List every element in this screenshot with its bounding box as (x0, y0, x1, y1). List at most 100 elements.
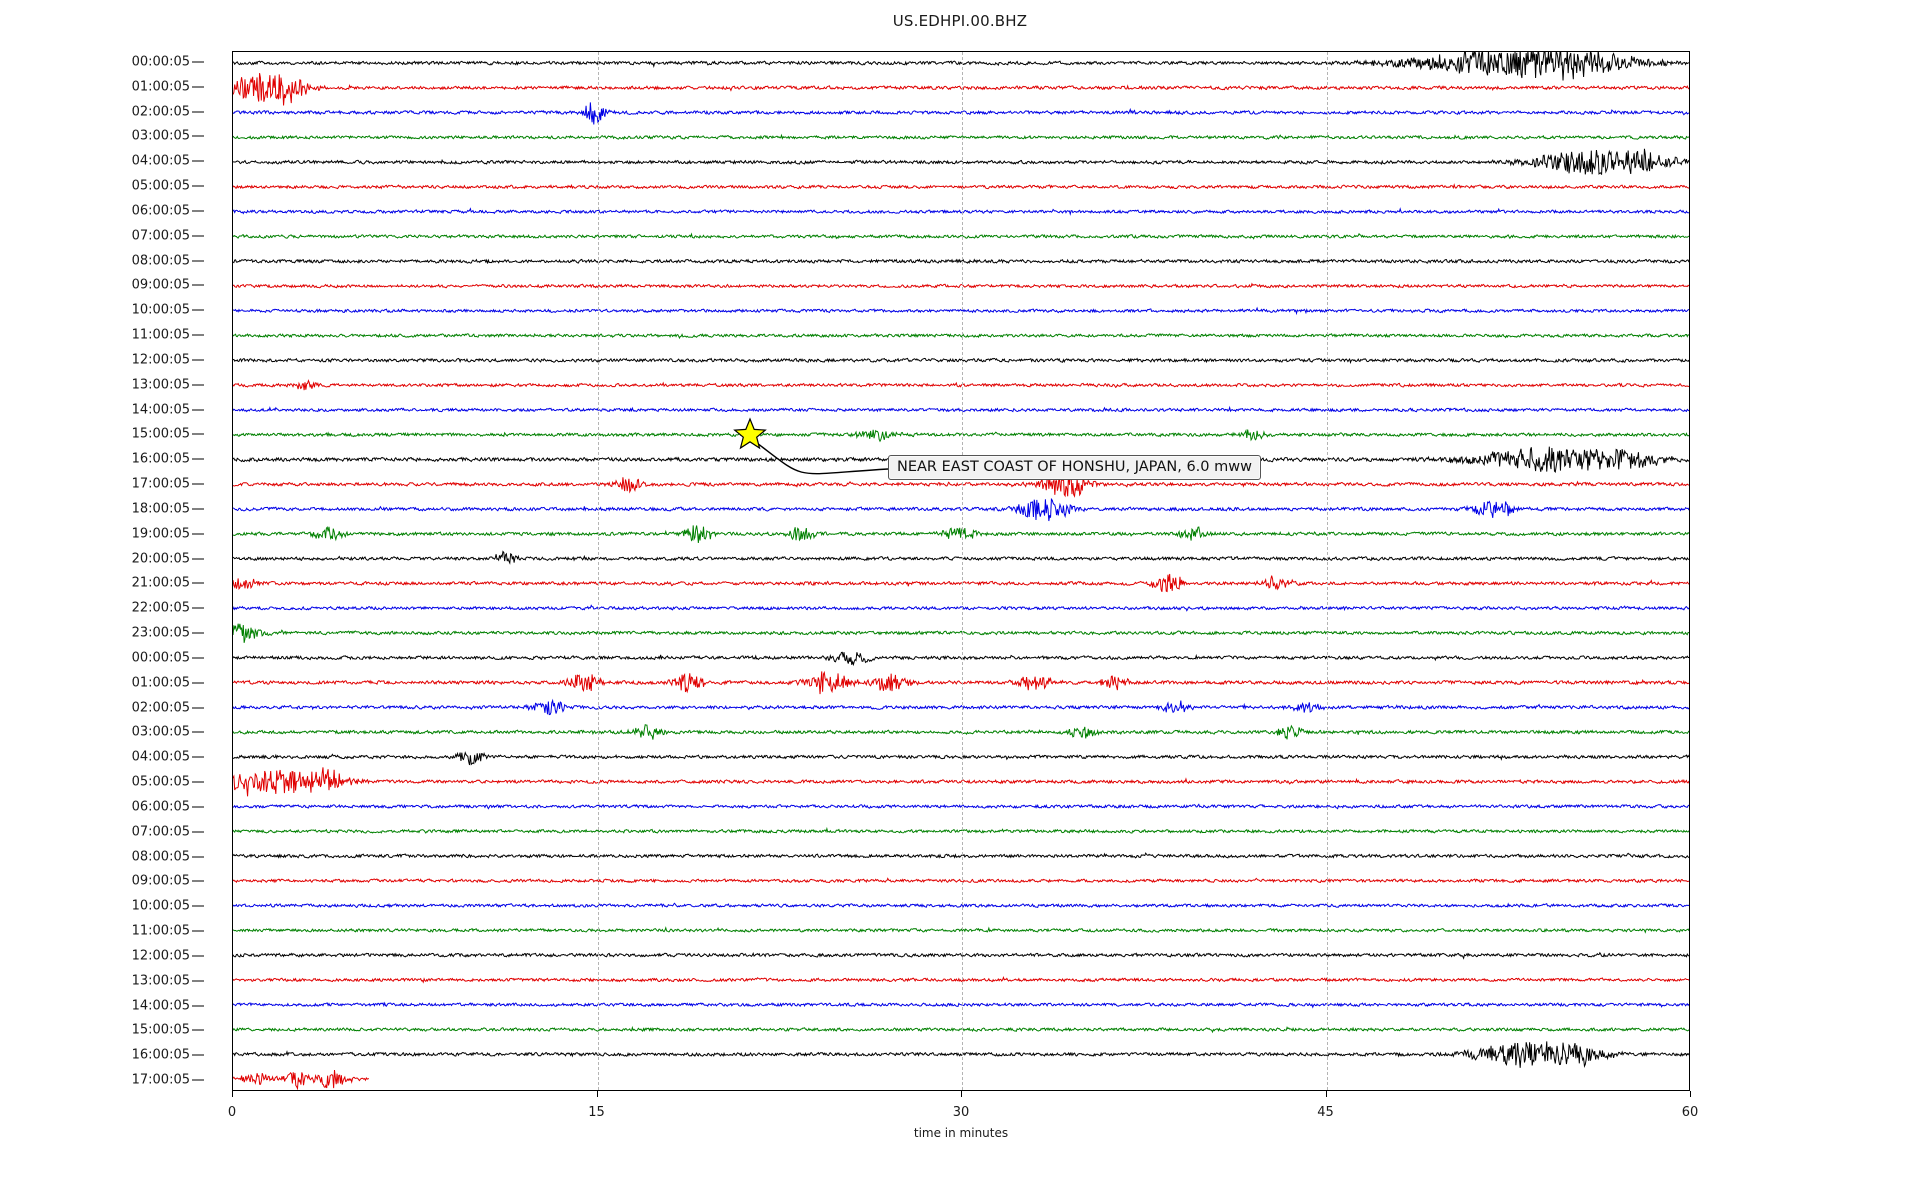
y-axis-tick-label: 05:00:05 (131, 774, 190, 790)
y-axis-tick-mark (192, 384, 204, 386)
y-axis-tick-mark (192, 359, 204, 361)
seismogram-trace (233, 671, 1689, 694)
seismogram-trace (233, 1041, 1689, 1067)
seismogram-trace (233, 284, 1689, 288)
seismogram-trace (233, 149, 1689, 175)
x-axis-tick-mark (232, 1091, 233, 1097)
y-axis-tick-mark (192, 458, 204, 460)
y-axis-tick-mark (192, 831, 204, 833)
seismogram-trace (233, 73, 1689, 105)
y-axis-tick-mark (192, 930, 204, 932)
x-axis-tick-label: 15 (588, 1105, 605, 1120)
y-axis-tick-label: 07:00:05 (131, 228, 190, 244)
x-axis-tick-mark (1325, 1091, 1327, 1097)
y-axis-tick-mark (192, 731, 204, 733)
seismogram-trace (233, 978, 1689, 983)
y-axis-tick-label: 09:00:05 (131, 873, 190, 889)
seismogram-trace (233, 928, 1689, 932)
y-axis-tick-mark (192, 856, 204, 858)
x-axis-tick-label: 0 (227, 1105, 237, 1120)
y-axis-tick-mark (192, 483, 204, 485)
y-axis-tick-label: 11:00:05 (131, 923, 190, 939)
grid-line (597, 52, 599, 1090)
plot-area (232, 51, 1690, 1091)
y-axis-tick-mark (192, 86, 204, 88)
y-axis-tick-label: 17:00:05 (131, 476, 190, 492)
seismogram-trace (233, 552, 1689, 563)
x-axis-title: time in minutes (913, 1126, 1009, 1140)
y-axis-tick-mark (192, 880, 204, 882)
y-axis-tick-label: 21:00:05 (131, 575, 190, 591)
grid-line (962, 52, 963, 1090)
seismogram-trace (233, 1070, 369, 1088)
seismogram-trace (233, 234, 1689, 239)
y-axis-tick-mark (192, 806, 204, 808)
y-axis-tick-label: 08:00:05 (131, 849, 190, 865)
y-axis-tick-mark (192, 508, 204, 510)
y-axis-tick-label: 05:00:05 (131, 178, 190, 194)
y-axis-tick-mark (192, 1054, 204, 1056)
seismogram-trace (233, 185, 1689, 189)
seismogram-trace (233, 1003, 1689, 1007)
y-axis-tick-label: 13:00:05 (131, 973, 190, 989)
y-axis-tick-label: 02:00:05 (131, 104, 190, 120)
y-axis-tick-mark (192, 980, 204, 982)
y-axis-tick-label: 17:00:05 (131, 1072, 190, 1088)
y-axis-tick-label: 11:00:05 (131, 327, 190, 343)
y-axis-tick-labels: 00:00:05 01:00:05 02:00:05 03:00:05 04:00:05… (0, 51, 232, 1091)
seismogram-trace (233, 652, 1689, 665)
event-callout-label[interactable]: NEAR EAST COAST OF HONSHU, JAPAN, 6.0 mw… (888, 455, 1261, 480)
y-axis-tick-mark (192, 905, 204, 907)
y-axis-tick-label: 01:00:05 (131, 79, 190, 95)
seismogram-trace (233, 469, 1689, 496)
earthquake-star-icon[interactable] (732, 417, 767, 451)
y-axis-tick-mark (192, 1005, 204, 1006)
y-axis-tick-mark (192, 433, 204, 435)
y-axis-tick-mark (192, 61, 204, 63)
seismogram-trace (233, 358, 1689, 362)
y-axis-tick-mark (192, 235, 204, 237)
y-axis-tick-mark (192, 707, 204, 709)
seismogram-trace (233, 829, 1689, 833)
seismogram-trace (233, 953, 1689, 958)
y-axis-tick-label: 07:00:05 (131, 824, 190, 840)
seismogram-trace (233, 701, 1689, 715)
y-axis-tick-label: 08:00:05 (131, 253, 190, 269)
y-axis-tick-mark (192, 582, 204, 584)
y-axis-tick-label: 04:00:05 (131, 749, 190, 765)
y-axis-tick-label: 04:00:05 (131, 153, 190, 169)
y-axis-tick-label: 19:00:05 (131, 526, 190, 542)
x-axis-tick-labels: 0 15 30 45 60 (228, 1091, 1698, 1131)
y-axis-tick-label: 23:00:05 (131, 625, 190, 641)
x-axis-tick-label: 60 (1681, 1105, 1699, 1120)
seismogram-trace (233, 853, 1689, 858)
y-axis-tick-mark (192, 111, 204, 113)
y-axis-tick-mark (192, 682, 204, 684)
y-axis-tick-mark (192, 160, 204, 162)
seismogram-trace (233, 259, 1689, 263)
seismogram-trace (233, 605, 1689, 610)
y-axis-tick-mark (192, 334, 204, 336)
y-axis-tick-mark (192, 1029, 204, 1031)
y-axis-tick-label: 12:00:05 (131, 352, 190, 368)
seismogram-trace (233, 102, 1689, 124)
seismogram-trace (233, 430, 1689, 442)
seismogram-trace (233, 52, 1689, 80)
grid-lines (233, 52, 1689, 1090)
x-axis-tick-mark (961, 1091, 962, 1097)
y-axis-tick-mark (192, 284, 204, 286)
seismogram-trace (233, 753, 1689, 765)
y-axis-tick-label: 16:00:05 (131, 1047, 190, 1063)
seismogram-trace (233, 804, 1689, 808)
seismogram-trace (233, 525, 1689, 543)
seismogram-trace (233, 381, 1689, 390)
y-axis-tick-label: 09:00:05 (131, 277, 190, 293)
y-axis-tick-label: 12:00:05 (131, 948, 190, 964)
seismogram-trace (233, 334, 1689, 338)
seismogram-trace (233, 767, 1689, 796)
seismogram-trace (233, 574, 1689, 592)
seismogram-trace (233, 725, 1689, 740)
y-axis-tick-label: 10:00:05 (131, 302, 190, 318)
seismogram-trace (233, 499, 1689, 521)
